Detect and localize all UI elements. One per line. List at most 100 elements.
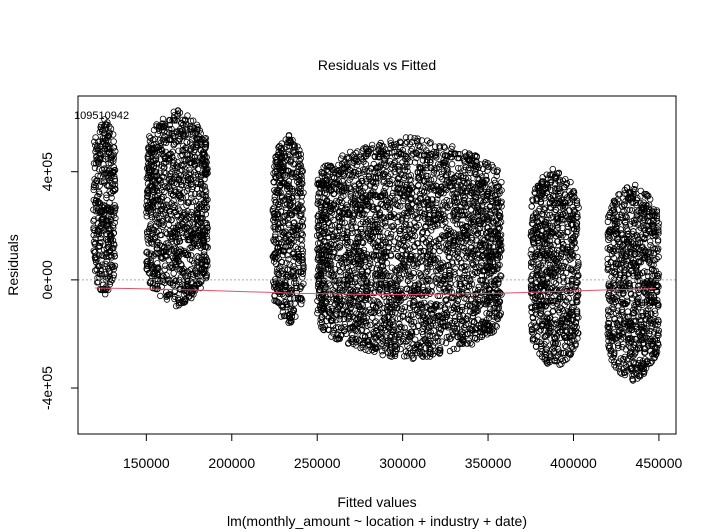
residual-point	[297, 294, 305, 302]
residual-point	[94, 146, 102, 153]
residual-point	[92, 134, 99, 141]
residual-point	[165, 256, 172, 264]
residual-point	[107, 231, 114, 239]
residual-point	[286, 261, 293, 268]
residual-point	[105, 160, 112, 167]
residual-point	[171, 295, 178, 303]
residual-point	[193, 203, 201, 210]
residual-point	[96, 243, 103, 250]
residual-point	[279, 304, 286, 311]
residual-point	[186, 256, 194, 263]
residual-point	[286, 315, 294, 322]
residual-point	[448, 160, 456, 168]
residual-point	[174, 112, 181, 119]
residual-point	[283, 259, 290, 267]
residual-point	[196, 190, 203, 197]
residual-point	[95, 158, 103, 165]
residual-point	[182, 120, 189, 128]
residual-point	[203, 220, 210, 227]
residual-point	[279, 309, 287, 316]
residual-point	[157, 139, 164, 147]
residual-point	[285, 238, 292, 245]
residual-point	[156, 197, 164, 205]
residual-point	[91, 254, 99, 262]
residual-point	[176, 265, 183, 273]
residual-point	[150, 145, 157, 153]
residual-point	[280, 312, 288, 320]
residual-point	[283, 211, 290, 219]
residual-point	[196, 127, 203, 134]
residual-point	[148, 233, 155, 240]
residual-point	[187, 117, 195, 125]
residual-point	[282, 136, 289, 143]
residual-point	[281, 279, 289, 286]
residual-point	[293, 231, 300, 238]
residual-point	[277, 150, 284, 157]
residual-point	[165, 126, 173, 133]
residual-point	[162, 229, 170, 236]
residual-point	[314, 310, 321, 317]
residual-point	[143, 193, 151, 200]
residual-point	[187, 139, 194, 146]
residual-point	[108, 206, 115, 213]
residual-point	[291, 219, 298, 226]
residual-point	[272, 236, 279, 243]
residual-point	[202, 196, 210, 204]
residual-point	[334, 254, 341, 262]
residual-point	[97, 286, 104, 293]
residual-point	[287, 300, 294, 307]
residual-point	[272, 276, 279, 283]
residual-point	[191, 168, 198, 176]
residual-point	[280, 149, 287, 157]
residual-point	[271, 173, 279, 180]
residual-point	[281, 230, 288, 237]
residual-point	[277, 263, 284, 270]
residual-point	[297, 236, 304, 243]
residual-point	[173, 180, 181, 187]
residual-point	[167, 187, 175, 194]
residual-point	[290, 306, 298, 314]
residual-point	[174, 158, 181, 166]
residual-point	[299, 274, 306, 281]
residual-point	[270, 216, 277, 224]
residual-point	[286, 202, 293, 210]
residual-point	[96, 147, 103, 154]
residual-point	[148, 173, 155, 180]
residual-point	[298, 179, 305, 187]
residual-point	[181, 156, 188, 164]
residual-point	[153, 228, 160, 236]
residual-point	[90, 247, 97, 254]
residual-point	[174, 213, 181, 220]
residual-point	[274, 243, 282, 250]
residual-point	[148, 196, 155, 203]
residual-point	[194, 209, 201, 216]
residual-point	[183, 202, 190, 209]
residual-point	[104, 206, 111, 214]
residual-point	[288, 318, 295, 325]
residual-point	[290, 267, 297, 274]
residual-point	[297, 185, 304, 193]
residual-point	[153, 160, 160, 167]
residual-point	[287, 157, 294, 165]
residual-point	[99, 148, 106, 155]
residual-point	[103, 191, 110, 199]
residual-point	[106, 281, 114, 288]
residual-point	[202, 192, 209, 199]
residual-point	[149, 186, 156, 193]
residual-point	[274, 270, 281, 277]
residual-point	[104, 241, 112, 248]
residual-point	[273, 173, 280, 181]
residual-point	[185, 214, 193, 221]
residual-point	[201, 150, 208, 158]
residual-point	[143, 213, 150, 220]
residual-point	[379, 351, 386, 359]
residual-point	[176, 207, 183, 214]
residual-point	[148, 272, 155, 280]
residual-point	[314, 297, 321, 304]
residual-point	[279, 301, 286, 308]
residual-point	[160, 193, 167, 201]
residual-point	[166, 264, 173, 271]
residual-point	[171, 140, 178, 148]
residual-point	[202, 274, 210, 282]
residual-point	[157, 176, 164, 184]
